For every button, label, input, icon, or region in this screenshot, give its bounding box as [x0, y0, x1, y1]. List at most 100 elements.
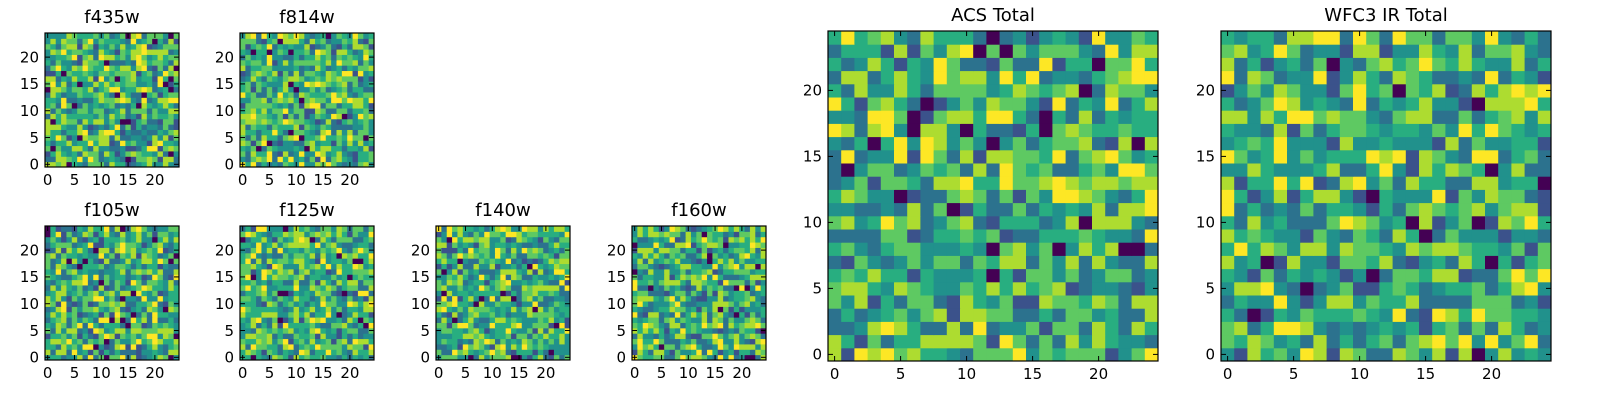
heatmap-cell — [841, 97, 855, 111]
heatmap-cell — [336, 263, 343, 270]
heatmap-cell — [920, 123, 935, 138]
heatmap-cell — [1144, 83, 1159, 98]
heatmap-cell — [341, 306, 348, 313]
heatmap-cell — [347, 242, 354, 248]
heatmap-cell — [141, 268, 148, 275]
heatmap-cell — [114, 338, 121, 345]
heatmap-cell — [1026, 97, 1040, 111]
heatmap-cell — [854, 83, 869, 98]
heatmap-cell — [93, 150, 100, 157]
heatmap-cell — [368, 279, 375, 286]
heatmap-cell — [500, 252, 507, 259]
x-tick-label: 20 — [536, 364, 555, 382]
heatmap-cell — [653, 231, 660, 238]
heatmap-cell — [45, 65, 51, 72]
heatmap-cell — [920, 295, 935, 309]
heatmap-cell — [325, 268, 332, 275]
heatmap-cell — [1065, 308, 1080, 322]
heatmap-cell — [341, 343, 348, 350]
heatmap-cell — [511, 284, 517, 291]
heatmap-cell — [114, 156, 121, 163]
heatmap-cell — [120, 129, 126, 136]
heatmap-cell — [61, 242, 67, 248]
heatmap-cell — [559, 354, 566, 361]
heatmap-cell — [325, 252, 332, 259]
x-tick-label: 0 — [434, 364, 444, 382]
heatmap-cell — [77, 91, 84, 98]
heatmap-cell — [462, 284, 469, 291]
heatmap-cell — [336, 129, 343, 136]
heatmap-cell — [368, 242, 375, 248]
heatmap-cell — [489, 333, 496, 340]
heatmap-cell — [1273, 308, 1288, 322]
heatmap-cell — [478, 333, 485, 340]
heatmap-cell — [309, 263, 316, 270]
heatmap-cell — [1537, 176, 1552, 190]
heatmap-cell — [325, 134, 332, 141]
x-tick-label: 15 — [314, 171, 333, 189]
heatmap-cell — [1485, 255, 1499, 270]
heatmap-cell — [50, 140, 57, 147]
heatmap-cell — [336, 54, 343, 61]
heatmap-cell — [315, 354, 321, 361]
heatmap-cell — [109, 226, 116, 232]
heatmap-cell — [55, 301, 62, 307]
heatmap-cell — [136, 295, 142, 302]
heatmap-cell — [1498, 163, 1512, 177]
x-tick-label: 0 — [238, 171, 248, 189]
heatmap-cell — [462, 263, 469, 270]
heatmap-cell — [125, 156, 132, 163]
heatmap-cell — [146, 108, 153, 114]
heatmap-cell — [66, 129, 73, 136]
heatmap-cell — [755, 247, 762, 254]
heatmap-cell — [240, 156, 246, 163]
heatmap-cell — [45, 290, 51, 297]
heatmap-cell — [920, 44, 935, 58]
heatmap-cell — [1432, 268, 1446, 283]
heatmap-cell — [1313, 242, 1328, 256]
heatmap-cell — [674, 274, 681, 281]
heatmap-cell — [141, 49, 148, 55]
heatmap-cell — [973, 163, 987, 177]
heatmap-cell — [553, 333, 560, 340]
heatmap-cell — [494, 295, 501, 302]
heatmap-cell — [841, 149, 855, 164]
heatmap-cell — [336, 118, 343, 125]
heatmap-cell — [288, 258, 295, 265]
heatmap-cell — [261, 156, 268, 163]
heatmap-cell — [658, 242, 665, 248]
heatmap-cell — [880, 163, 895, 177]
heatmap-cell — [98, 236, 105, 243]
heatmap-cell — [537, 317, 544, 323]
y-tick-label: 15 — [215, 268, 234, 286]
heatmap-cell — [527, 349, 533, 356]
heatmap-cell — [696, 274, 703, 281]
heatmap-cell — [537, 231, 544, 238]
heatmap-cell — [986, 83, 1001, 98]
heatmap-cell — [707, 338, 713, 345]
heatmap-cell — [559, 231, 566, 238]
heatmap-cell — [960, 308, 974, 322]
heatmap-cell — [1065, 295, 1080, 309]
heatmap-cell — [146, 354, 153, 361]
heatmap-cell — [98, 306, 105, 313]
heatmap-cell — [452, 301, 458, 307]
heatmap-cell — [82, 108, 89, 114]
heatmap-cell — [755, 354, 762, 361]
heatmap-cell — [61, 284, 67, 291]
heatmap-cell — [933, 215, 948, 230]
heatmap-cell — [66, 279, 73, 286]
heatmap-cell — [468, 306, 475, 313]
heatmap-cell — [828, 149, 842, 164]
heatmap-cell — [1092, 83, 1106, 98]
heatmap-cell — [152, 252, 159, 259]
heatmap-cell — [82, 290, 89, 297]
heatmap-cell — [1105, 163, 1119, 177]
heatmap-cell — [1118, 31, 1133, 45]
heatmap-cell — [685, 268, 692, 275]
heatmap-cell — [87, 247, 94, 254]
heatmap-cell — [266, 247, 273, 254]
heatmap-cell — [907, 308, 921, 322]
heatmap-cell — [516, 284, 523, 291]
